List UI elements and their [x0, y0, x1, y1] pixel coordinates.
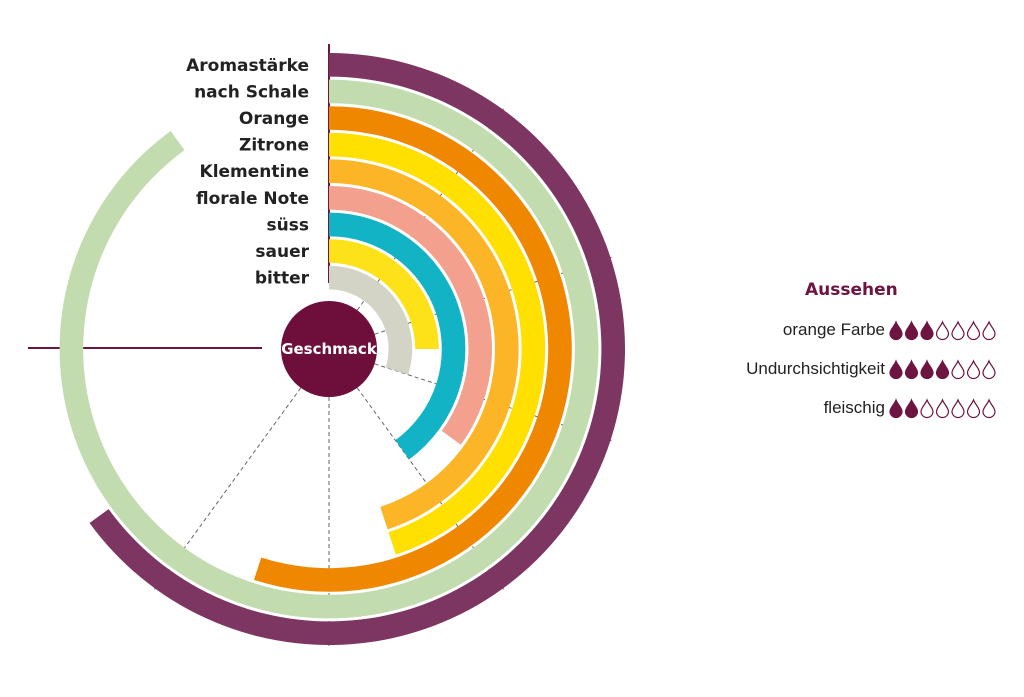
appearance-row-fleischig: fleischig	[705, 396, 1005, 420]
drop-filled-icon	[889, 398, 903, 419]
drop-filled-icon	[935, 359, 950, 380]
drop-filled-icon	[920, 359, 934, 380]
drop-filled-icon	[920, 320, 934, 341]
drop-empty-icon	[966, 398, 981, 419]
flavor-label: sauer	[255, 242, 309, 262]
drop-filled-icon	[904, 320, 919, 341]
flavor-arc-4	[329, 132, 546, 555]
flavor-label: Klementine	[200, 162, 309, 182]
flavor-label: nach Schale	[194, 82, 309, 102]
drop-empty-icon	[951, 398, 965, 419]
drop-rating	[889, 398, 996, 419]
flavor-label: süss	[267, 215, 309, 235]
drop-empty-icon	[920, 398, 934, 419]
flavor-labels: Aromastärke nach Schale Orange Zitrone Kleme…	[186, 56, 310, 289]
drop-empty-icon	[966, 359, 981, 380]
drop-empty-icon	[966, 320, 981, 341]
flavor-label: Zitrone	[239, 136, 309, 156]
flavor-label: florale Note	[196, 189, 309, 209]
appearance-row-undurchsichtigkeit: Undurchsichtigkeit	[705, 357, 1005, 381]
appearance-label: orange Farbe	[782, 320, 885, 339]
drop-filled-icon	[904, 359, 919, 380]
appearance-label: Undurchsichtigkeit	[746, 359, 885, 378]
drop-empty-icon	[982, 359, 996, 380]
flavor-label: bitter	[255, 269, 310, 289]
drop-empty-icon	[935, 398, 950, 419]
drop-empty-icon	[951, 320, 965, 341]
flavor-label: Aromastärke	[186, 56, 309, 76]
center-label: Geschmack	[281, 340, 378, 358]
drop-empty-icon	[982, 320, 996, 341]
drop-filled-icon	[889, 359, 903, 380]
drop-rating	[889, 359, 996, 380]
drop-empty-icon	[935, 320, 950, 341]
flavor-arcs	[59, 53, 626, 645]
scale-guide-line	[356, 387, 506, 592]
flavor-arc-8	[329, 239, 439, 349]
flavor-arc-6	[329, 186, 492, 445]
flavor-arc-9	[329, 265, 413, 375]
appearance-title: Aussehen	[805, 280, 898, 300]
drop-empty-icon	[982, 398, 996, 419]
scale-guide-line	[152, 387, 302, 592]
drop-empty-icon	[951, 359, 965, 380]
appearance-label: fleischig	[823, 398, 885, 417]
center-circle	[281, 301, 377, 397]
flavor-arc-5	[329, 159, 519, 530]
flavor-label: Orange	[239, 109, 309, 129]
drop-filled-icon	[904, 398, 919, 419]
drop-filled-icon	[889, 320, 903, 341]
appearance-row-orange-farbe: orange Farbe	[705, 318, 1005, 342]
drop-rating	[889, 320, 996, 341]
flavor-arc-7	[329, 212, 466, 460]
